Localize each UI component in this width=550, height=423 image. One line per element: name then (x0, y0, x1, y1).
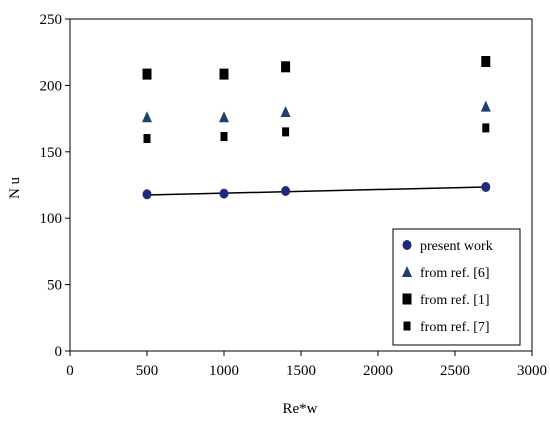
x-tick-label: 1000 (209, 363, 239, 379)
data-point (220, 69, 229, 80)
legend-marker (404, 322, 411, 331)
x-tick-label: 3000 (517, 363, 547, 379)
data-point (282, 127, 289, 136)
x-tick-label: 2000 (363, 363, 393, 379)
y-tick-label: 100 (40, 211, 63, 227)
x-tick-label: 2500 (440, 363, 470, 379)
x-tick-label: 1500 (286, 363, 316, 379)
y-tick-label: 200 (40, 78, 63, 94)
data-point (142, 111, 152, 122)
legend: present work from ref. [6] from ref. [1] fr… (393, 229, 520, 345)
legend-entry: from ref. [7] (420, 320, 490, 335)
data-point (281, 186, 290, 196)
x-tick-label: 0 (66, 363, 74, 379)
data-point (143, 189, 152, 199)
legend-marker (403, 294, 412, 305)
series-4 (144, 123, 490, 143)
data-point (221, 132, 228, 141)
x-tick-label: 500 (136, 363, 159, 379)
series-layer (142, 56, 491, 199)
x-axis-label: Re*w (283, 401, 318, 417)
data-point (143, 69, 152, 80)
data-point (481, 56, 490, 67)
data-point (219, 111, 229, 122)
series-1 (143, 182, 491, 199)
y-tick-label: 0 (55, 344, 63, 360)
y-tick-label: 250 (40, 12, 63, 28)
legend-entry: from ref. [1] (420, 293, 490, 308)
data-point (220, 189, 229, 199)
data-point (281, 61, 290, 72)
y-axis-label: N u (7, 176, 23, 199)
trendline (147, 187, 486, 195)
series-2 (142, 101, 491, 123)
y-tick-label: 150 (40, 145, 63, 161)
legend-marker (403, 240, 412, 250)
data-point (482, 123, 489, 132)
series-3 (143, 56, 491, 80)
data-point (281, 106, 291, 117)
data-point (481, 101, 491, 112)
data-point (481, 182, 490, 192)
data-point (144, 134, 151, 143)
legend-entry: from ref. [6] (420, 266, 490, 281)
legend-entry: present work (420, 239, 493, 254)
y-tick-label: 50 (47, 278, 62, 294)
